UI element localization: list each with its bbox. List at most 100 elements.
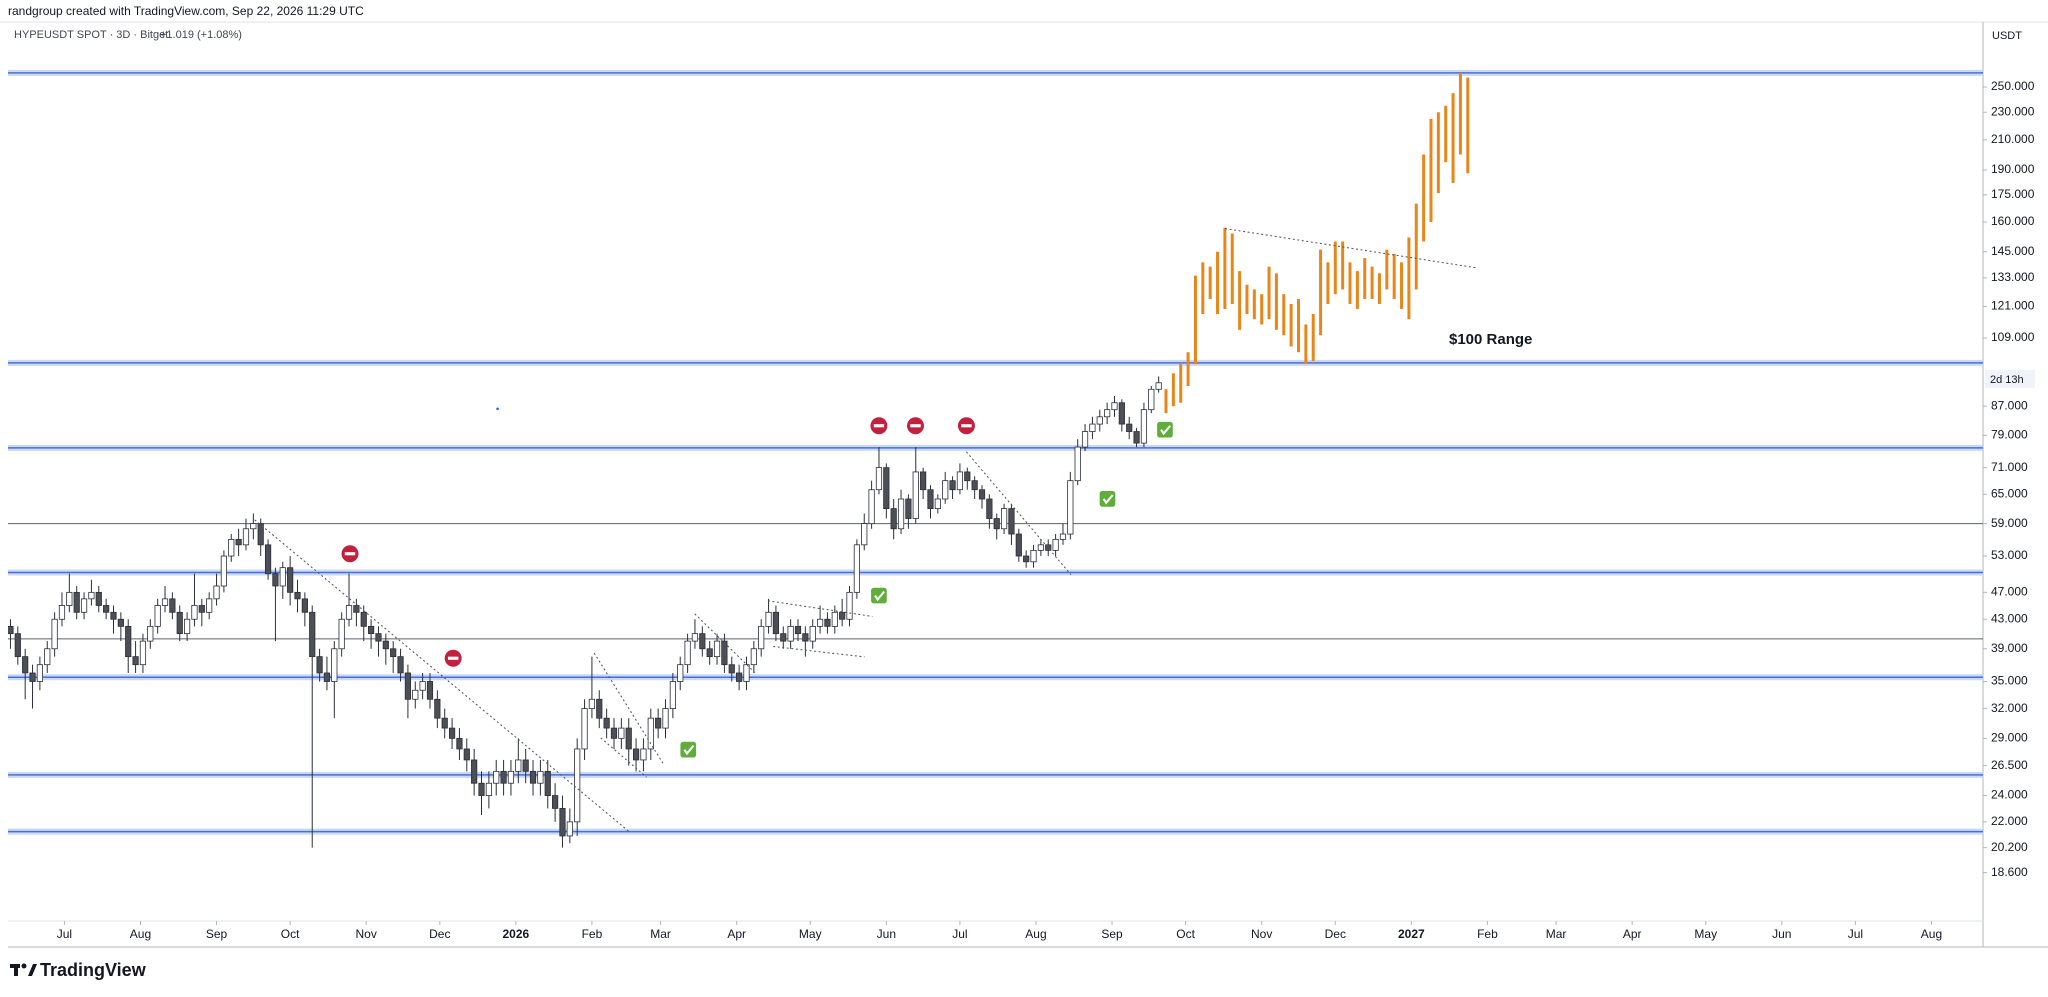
candle-body (375, 633, 382, 642)
candle-body (220, 555, 227, 587)
candle-body (456, 737, 463, 750)
candle-body (213, 585, 220, 600)
x-tick-label: 2026 (503, 927, 530, 941)
candle-body (544, 770, 551, 796)
candle-body (125, 625, 132, 658)
y-tick-label: 230.000 (1991, 104, 2035, 118)
symbol: HYPEUSDT SPOT · 3D · Bitget (14, 29, 168, 41)
candle-body (625, 727, 632, 750)
candle-body (279, 567, 286, 587)
x-tick-label: Apr (1623, 927, 1642, 941)
candle-body (993, 518, 1000, 530)
candle-body (1126, 423, 1133, 432)
candle-body (110, 611, 117, 620)
candle-body (44, 648, 51, 666)
candle-body (515, 759, 522, 772)
candle-body (537, 770, 544, 784)
y-tick-label: 53.000 (1991, 548, 2028, 562)
x-tick-label: Mar (1546, 927, 1567, 941)
y-tick-label: 160.000 (1991, 214, 2035, 228)
trendline (966, 451, 1072, 575)
candle-body (154, 605, 161, 627)
candle-body (1067, 480, 1074, 535)
candle-body (824, 618, 831, 627)
candle-body (728, 664, 735, 674)
candle-body (1096, 416, 1103, 425)
candle-body (14, 633, 21, 658)
candle-body (956, 471, 964, 491)
candle-body (176, 611, 183, 635)
candle-body (36, 664, 43, 682)
candle-body (780, 633, 787, 642)
candle-body (198, 605, 205, 613)
countdown: 2d 13h (1990, 374, 2024, 386)
trendline (694, 613, 756, 673)
candle-body (301, 598, 308, 613)
candle-body (184, 618, 191, 635)
credit: randgroup created with TradingView.com, … (8, 4, 364, 18)
candle-body (345, 605, 353, 620)
candle-body (883, 467, 890, 510)
y-tick-label: 133.000 (1991, 270, 2035, 284)
candle-body (1133, 431, 1140, 444)
candle-body (750, 648, 757, 666)
candle-body (618, 727, 625, 739)
x-tick-label: Sep (206, 927, 228, 941)
candle-body (861, 523, 868, 546)
x-tick-label: Apr (727, 927, 746, 941)
candle-body (920, 471, 927, 491)
y-tick-label: 71.000 (1991, 460, 2028, 474)
candle-body (1023, 555, 1030, 563)
candle-body (1052, 538, 1059, 551)
trendline (1224, 228, 1476, 269)
y-tick-label: 26.500 (1991, 758, 2028, 772)
candle-body (603, 717, 610, 729)
candle-body (1030, 549, 1037, 563)
dot (496, 407, 499, 411)
candle-body (338, 618, 345, 650)
candle-body (500, 770, 507, 784)
candle-body (986, 498, 993, 519)
candle-body (426, 681, 434, 700)
y-tick-label: 32.000 (1991, 701, 2028, 715)
candle-body (419, 681, 426, 691)
no-entry-icons (341, 417, 975, 667)
candle-body (677, 664, 684, 682)
candle-body (706, 648, 713, 658)
x-tick-label: Nov (356, 927, 377, 941)
x-tick-label: Jul (57, 927, 72, 941)
y-tick-label: 87.000 (1991, 398, 2028, 412)
y-tick-label: 145.000 (1991, 244, 2035, 258)
y-tick-label: 29.000 (1991, 731, 2028, 745)
candle-body (1081, 431, 1089, 448)
candle-body (117, 618, 124, 627)
candle-body (897, 498, 905, 530)
candle-body (588, 698, 596, 709)
candle-body (912, 471, 919, 519)
candle-body (235, 538, 242, 546)
candle-body (662, 708, 669, 729)
candle-body (257, 523, 264, 546)
x-tick-label: Feb (1477, 927, 1498, 941)
drawings (254, 228, 1476, 833)
candle-body (228, 538, 235, 557)
brand: TradingView (40, 960, 147, 980)
candle-body (839, 611, 846, 620)
annotation: $100 Range (1449, 331, 1532, 348)
candle-body (191, 605, 198, 620)
candle-body (66, 591, 73, 606)
candle-body (559, 808, 566, 837)
candle-body (22, 656, 29, 674)
candle-body (264, 544, 272, 575)
candle-body (1104, 409, 1111, 418)
x-tick-label: Jul (952, 927, 967, 941)
candle-body (721, 640, 728, 666)
y-tick-label: 59.000 (1991, 516, 2028, 530)
trendline (254, 519, 630, 833)
y-tick-label: 18.600 (1991, 865, 2028, 879)
trendline (773, 645, 865, 658)
candle-body (574, 748, 581, 823)
candle-body (816, 618, 824, 627)
countdown-box (1985, 370, 2035, 388)
